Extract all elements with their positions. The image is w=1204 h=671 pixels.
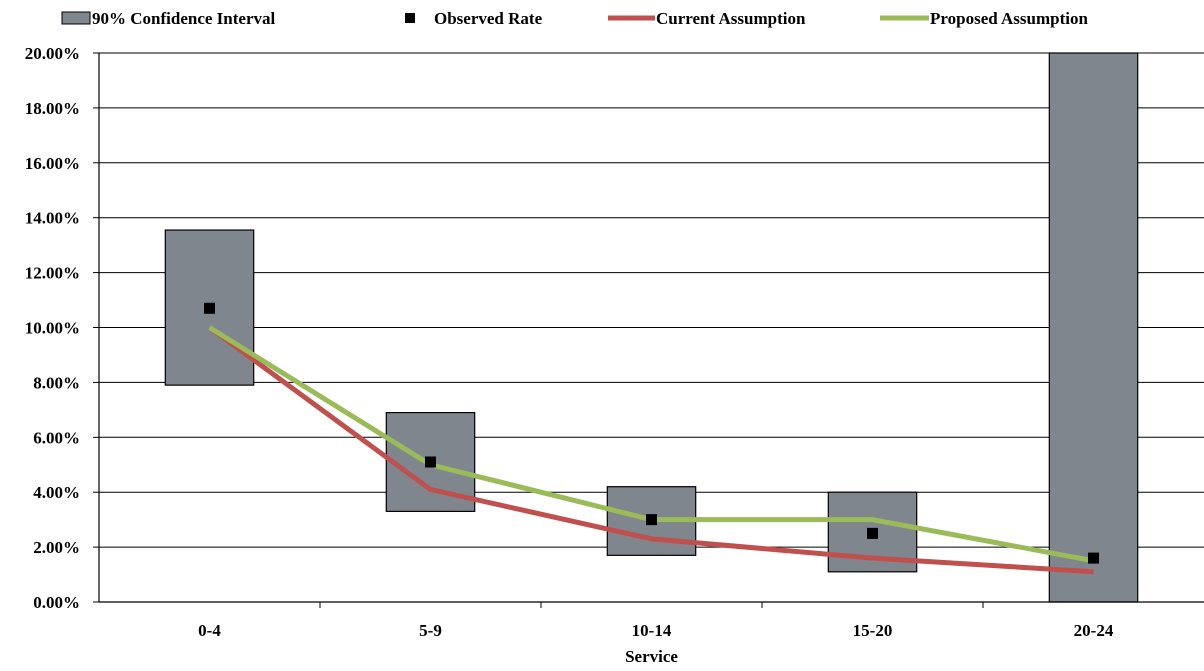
x-tick-label: 0-4 [198,621,221,640]
y-tick-label: 10.00% [25,319,80,338]
current-assumption-line [208,325,1094,575]
y-tick-label: 8.00% [33,373,80,392]
axes [93,52,1204,608]
legend: 90% Confidence Interval Observed Rate Curr… [61,9,1088,28]
legend-swatch-confidence [61,11,91,25]
legend-label-observed: Observed Rate [434,9,543,28]
x-axis-title: Service [625,647,678,666]
legend-label-current: Current Assumption [656,9,806,28]
legend-label-proposed: Proposed Assumption [930,9,1088,28]
y-tick-label: 2.00% [33,538,80,557]
x-tick-label: 20-24 [1074,621,1114,640]
y-tick-label: 16.00% [25,154,80,173]
gridlines [99,52,1204,548]
x-tick-label: 10-14 [632,621,672,640]
y-tick-label: 18.00% [25,99,80,118]
x-tick-label: 15-20 [853,621,893,640]
y-tick-label: 20.00% [25,44,80,63]
y-tick-label: 14.00% [25,209,80,228]
observed-rate-marker [1088,552,1099,564]
observed-rate-marker [867,527,878,539]
x-tick-label: 5-9 [419,621,442,640]
y-tick-label: 0.00% [33,593,80,612]
y-tick-labels: 0.00% 2.00% 4.00% 6.00% 8.00% 10.00% 12.00% 14.… [25,44,80,612]
legend-swatch-observed [405,13,415,23]
legend-label-confidence: 90% Confidence Interval [92,9,275,28]
observed-rate-marker [646,514,657,526]
y-tick-label: 4.00% [33,483,80,502]
observed-rate-marker [204,302,215,314]
confidence-bar [1048,52,1139,603]
observed-markers [204,302,1099,564]
x-tick-labels: 0-4 5-9 10-14 15-20 20-24 [198,621,1114,640]
y-tick-label: 6.00% [33,428,80,447]
observed-rate-marker [425,456,436,468]
y-tick-label: 12.00% [25,264,80,283]
